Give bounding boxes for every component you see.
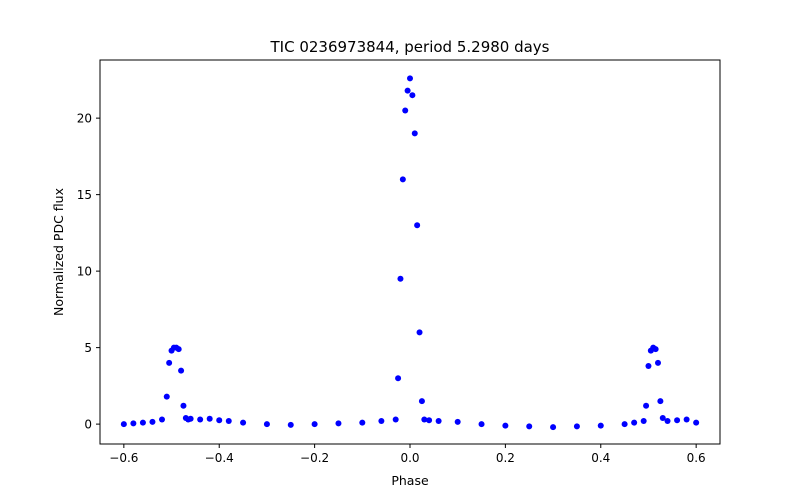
data-point [674,417,681,424]
data-point [311,421,318,428]
x-tick-label: 0.2 [496,451,515,465]
data-point [395,375,402,382]
data-point [178,367,185,374]
data-point [402,107,409,114]
data-point [187,415,194,422]
data-point [378,418,385,425]
data-point [643,402,650,409]
x-tick-label: −0.2 [300,451,329,465]
data-point [573,423,580,430]
data-point [392,416,399,423]
plot-frame [99,59,721,445]
data-point [621,421,628,428]
data-point [454,418,461,425]
data-point [287,421,294,428]
data-point [645,362,652,369]
data-point [139,419,146,426]
data-point [240,419,247,426]
data-point [655,359,661,366]
data-point [225,418,232,425]
data-point [397,275,404,282]
data-point [159,416,165,423]
data-point [416,329,423,336]
x-tick-label: −0.6 [109,451,138,465]
data-point [197,416,204,423]
data-point [652,346,659,353]
chart-title: TIC 0236973844, period 5.2980 days [269,38,549,56]
data-point [693,419,700,426]
data-point [435,418,442,425]
data-point [657,398,664,405]
data-point [526,423,533,430]
data-point [335,420,342,427]
data-point [418,398,425,405]
y-axis-ticks: 0 5 10 15 20 [77,112,100,432]
data-point [550,424,557,431]
data-point [683,416,690,423]
data-point [597,422,604,429]
x-axis-label: Phase [391,473,429,488]
data-point [631,419,638,426]
data-point [421,416,428,423]
data-point [478,421,485,428]
data-point [263,421,270,428]
data-point [175,346,182,353]
data-point [149,418,156,425]
x-axis-ticks: −0.6 −0.4 −0.2 0.0 0.2 0.4 0.6 [109,444,706,465]
data-point [163,393,170,400]
y-tick-label: 10 [77,265,92,279]
data-points [120,75,700,431]
x-tick-label: 0.0 [400,451,419,465]
data-point [414,222,421,229]
data-point [359,419,366,426]
y-tick-label: 20 [77,112,92,126]
data-point [411,130,418,137]
data-point [409,92,416,99]
data-point [206,415,213,422]
data-point [399,176,406,183]
data-point [120,421,127,428]
y-tick-label: 15 [77,188,92,202]
data-point [166,359,173,366]
x-tick-label: 0.6 [687,451,706,465]
y-axis-label: Normalized PDC flux [51,188,66,316]
data-point [640,418,647,425]
data-point [180,402,187,409]
y-tick-label: 0 [84,418,92,432]
data-point [407,75,413,82]
data-point [664,418,671,425]
x-tick-label: −0.4 [205,451,234,465]
data-point [426,417,433,424]
data-point [659,414,666,421]
data-point [130,420,137,427]
y-tick-label: 5 [84,341,92,355]
data-point [502,422,509,429]
x-tick-label: 0.4 [591,451,610,465]
data-point [216,417,223,424]
data-point [404,87,411,94]
